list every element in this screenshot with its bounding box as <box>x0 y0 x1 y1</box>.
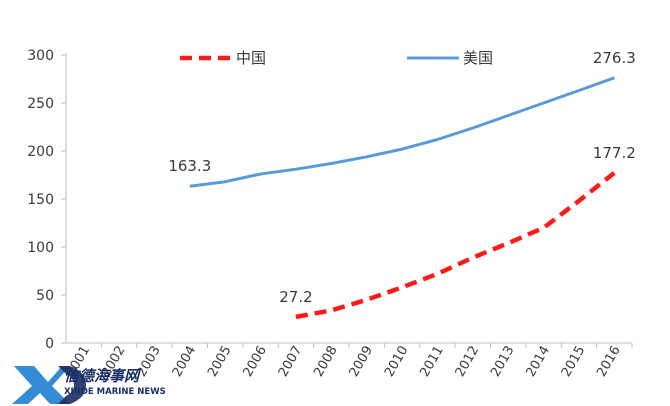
watermark-en-text: XINDE MARINE NEWS <box>64 387 166 397</box>
y-tick-label: 150 <box>27 192 54 208</box>
legend-label: 美国 <box>463 49 493 67</box>
y-tick-label: 100 <box>27 240 54 256</box>
y-axis-ticks: 0 50 100 150 200 250 300 <box>27 48 66 352</box>
data-label: 276.3 <box>593 49 636 67</box>
x-tick-label: 2007 <box>276 344 306 380</box>
x-tick-label: 2016 <box>594 344 624 380</box>
y-tick-label: 300 <box>27 48 54 64</box>
x-tick-label: 2005 <box>205 344 235 380</box>
chart-legend: 中国 美国 <box>180 49 493 67</box>
chart-series <box>189 76 616 320</box>
x-tick-label: 2013 <box>488 344 518 380</box>
series-line-usa <box>189 76 615 188</box>
x-tick-label: 2014 <box>523 344 553 380</box>
x-axis-ticks: 2001 2002 2003 2004 2005 2006 2007 2008 2009 2010… <box>64 343 633 380</box>
watermark: 信德海事网 XINDE MARINE NEWS <box>12 366 166 404</box>
watermark-cn-text: 信德海事网 <box>64 367 142 385</box>
chart-axes <box>65 53 632 344</box>
data-label: 177.2 <box>593 144 636 162</box>
y-tick-label: 50 <box>36 288 54 304</box>
data-label: 163.3 <box>168 157 211 175</box>
data-labels: 27.2 177.2 163.3 276.3 <box>168 49 635 306</box>
x-tick-label: 2015 <box>559 344 589 380</box>
x-tick-label: 2011 <box>417 344 447 380</box>
x-tick-label: 2004 <box>170 344 200 380</box>
watermark-logo-icon <box>12 366 86 404</box>
y-tick-label: 250 <box>27 96 54 112</box>
x-tick-label: 2009 <box>347 344 377 380</box>
x-tick-label: 2012 <box>453 344 483 380</box>
x-tick-label: 2010 <box>382 344 412 380</box>
data-label: 27.2 <box>279 288 312 306</box>
legend-label: 中国 <box>236 49 266 67</box>
series-line-china <box>295 171 616 320</box>
y-tick-label: 200 <box>27 144 54 160</box>
y-tick-label: 0 <box>45 336 54 352</box>
x-tick-label: 2006 <box>240 344 270 380</box>
x-tick-label: 2008 <box>311 344 341 380</box>
